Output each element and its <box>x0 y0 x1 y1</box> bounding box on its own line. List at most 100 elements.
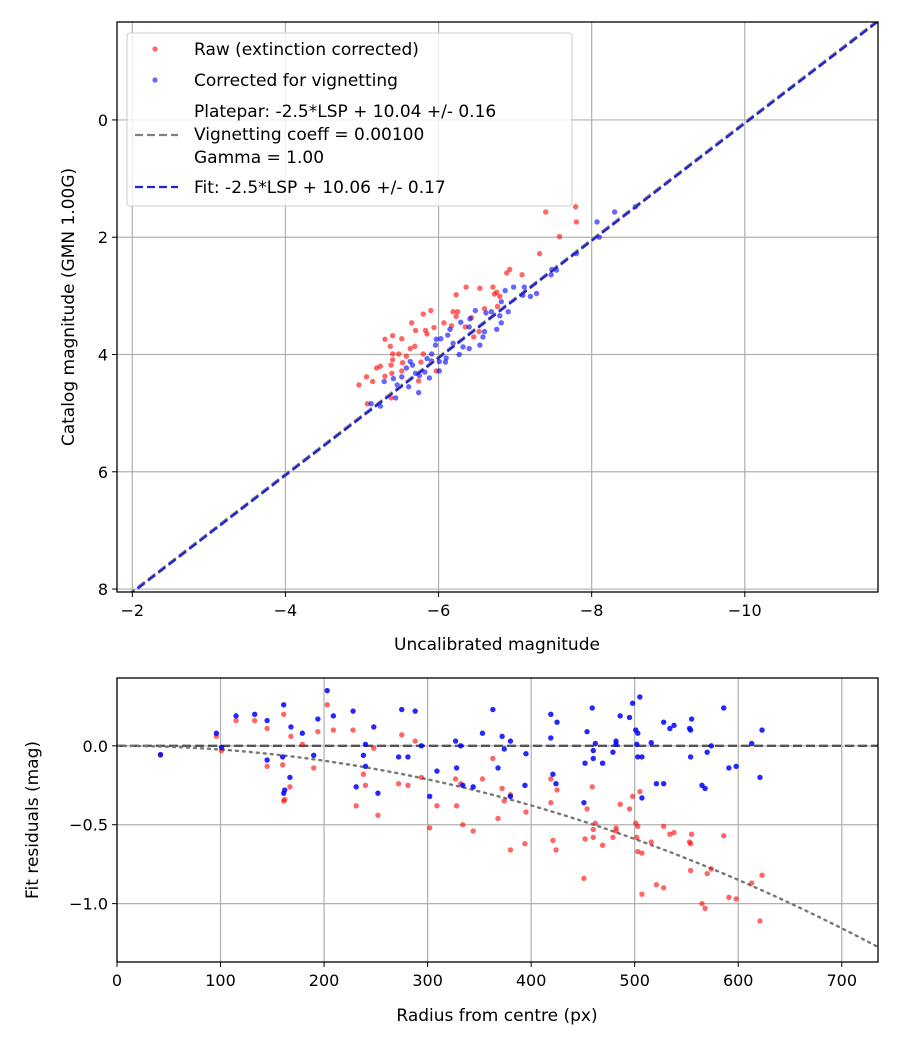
top-y-tick-label: 2 <box>98 228 108 247</box>
bottom-data-point <box>721 833 727 839</box>
bottom-data-point <box>702 785 708 792</box>
bottom-data-point <box>412 708 418 714</box>
bottom-y-tick-label: −1.0 <box>69 895 108 914</box>
bottom-data-point <box>554 719 560 725</box>
bottom-data-point <box>324 687 330 694</box>
top-data-point <box>536 250 543 257</box>
top-data-point <box>428 351 435 357</box>
bottom-data-point <box>626 806 633 812</box>
top-data-point <box>491 291 498 297</box>
top-x-tick-label: −2 <box>121 601 145 620</box>
top-data-point <box>399 374 405 380</box>
top-data-point <box>497 293 503 300</box>
bottom-data-point <box>553 781 559 787</box>
bottom-data-point <box>426 793 433 800</box>
top-data-point <box>472 307 478 314</box>
legend-corrected-marker <box>152 77 158 83</box>
bottom-axes-frame <box>116 677 879 963</box>
bottom-data-point <box>733 763 739 770</box>
bottom-data-point <box>371 745 377 751</box>
top-data-point <box>390 375 397 382</box>
bottom-data-point <box>452 738 459 744</box>
top-data-point <box>443 355 449 361</box>
legend-frame <box>126 32 573 207</box>
top-data-point <box>415 378 422 384</box>
bottom-data-point <box>252 717 258 724</box>
bottom-data-point <box>311 752 317 759</box>
top-data-point <box>467 316 473 322</box>
bottom-data-point <box>634 834 640 841</box>
top-data-point <box>454 308 461 315</box>
bottom-data-point <box>324 702 330 708</box>
bottom-data-point <box>282 787 288 793</box>
bottom-data-point <box>395 754 402 760</box>
bottom-data-point <box>639 754 645 760</box>
bottom-data-point <box>479 730 486 736</box>
top-data-point <box>431 324 437 331</box>
bottom-data-point <box>554 787 560 793</box>
top-y-tick-label: 0 <box>98 111 108 130</box>
bottom-data-point <box>353 784 359 790</box>
bottom-data-point <box>687 867 694 874</box>
top-data-point <box>382 373 388 379</box>
top-data-point <box>405 384 412 390</box>
bottom-x-tick-label: 700 <box>826 971 857 990</box>
top-data-point <box>407 345 413 352</box>
legend-platepar-label: Platepar: -2.5*LSP + 10.04 +/- 0.16 <box>194 102 496 122</box>
top-data-point <box>409 362 416 368</box>
top-data-point <box>436 368 443 374</box>
top-data-point <box>466 324 472 330</box>
top-data-point <box>510 284 517 290</box>
bottom-data-point <box>264 757 270 763</box>
bottom-data-point <box>330 727 337 733</box>
bottom-data-point <box>395 781 402 787</box>
top-data-point <box>450 340 456 347</box>
bottom-data-point <box>653 781 660 787</box>
bottom-data-point <box>470 828 476 834</box>
bottom-data-point <box>523 751 529 757</box>
bottom-data-point <box>613 825 619 831</box>
bottom-data-point <box>590 834 596 841</box>
bottom-data-point <box>610 749 616 755</box>
bottom-vignetting-curve <box>117 744 878 949</box>
top-data-point <box>477 285 483 291</box>
top-data-point <box>450 308 456 315</box>
bottom-data-point <box>613 738 619 744</box>
top-data-point <box>497 313 503 319</box>
top-data-point <box>433 336 439 342</box>
bottom-data-point <box>548 799 554 806</box>
bottom-data-point <box>157 751 164 758</box>
bottom-x-axis-label: Radius from centre (px) <box>396 1006 597 1026</box>
top-data-point <box>442 359 449 365</box>
bottom-data-point <box>589 705 595 711</box>
bottom-data-point <box>550 771 556 777</box>
top-data-point <box>382 336 388 342</box>
top-data-point <box>477 342 483 348</box>
bottom-data-point <box>490 755 496 762</box>
top-data-point <box>389 370 395 376</box>
bottom-data-point <box>330 713 337 719</box>
bottom-data-point <box>371 724 377 730</box>
bottom-data-point <box>704 749 710 755</box>
bottom-data-point <box>635 730 641 736</box>
bottom-data-point <box>315 716 321 722</box>
top-data-point <box>458 319 464 325</box>
bottom-data-point <box>522 840 528 847</box>
top-data-point <box>527 293 534 300</box>
top-dashed-line <box>131 22 878 592</box>
top-data-point <box>533 290 540 297</box>
top-data-point <box>481 328 488 335</box>
top-data-point <box>453 291 459 298</box>
bottom-data-point <box>282 796 288 803</box>
top-data-point <box>436 358 443 365</box>
bottom-data-point <box>507 793 514 800</box>
top-data-point <box>432 342 439 348</box>
bottom-data-point <box>634 741 640 747</box>
bottom-data-point <box>418 743 425 749</box>
bottom-data-point <box>453 765 460 771</box>
bottom-data-point <box>360 752 367 759</box>
bottom-data-point <box>592 740 599 747</box>
bottom-data-point <box>495 765 501 771</box>
bottom-data-point <box>548 711 554 717</box>
bottom-data-point <box>590 747 596 754</box>
